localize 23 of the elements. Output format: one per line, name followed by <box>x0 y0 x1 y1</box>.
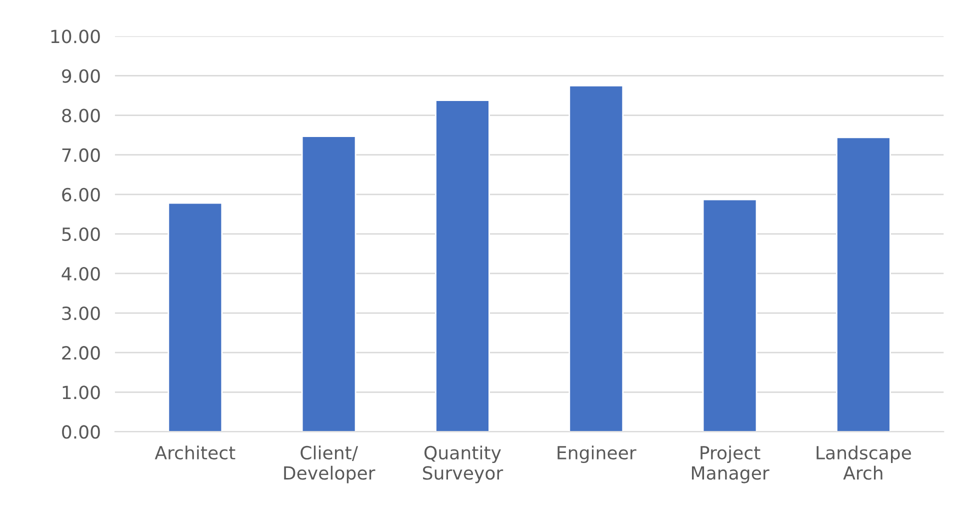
y-tick-label: 0.00 <box>62 425 100 439</box>
y-tick-label: 4.00 <box>62 266 100 281</box>
bar <box>301 136 356 432</box>
bar <box>836 136 891 432</box>
y-tick-label: 2.00 <box>62 346 100 360</box>
x-tick-label: Client/ Developer <box>284 446 376 484</box>
x-tick-label: Landscape Arch <box>816 446 911 480</box>
y-tick-label: 9.00 <box>62 69 100 83</box>
y-tick-label: 6.00 <box>62 188 100 202</box>
bar <box>702 198 758 432</box>
x-tick-label: Quantity Surveyor <box>423 446 504 484</box>
x-tick-label: Project Manager <box>692 446 770 484</box>
bar <box>568 84 624 432</box>
y-tick-label: 8.00 <box>62 108 100 122</box>
y-tick-label: 5.00 <box>62 227 100 242</box>
x-tick-label: Engineer <box>558 446 636 464</box>
y-tick-label: 7.00 <box>62 148 100 162</box>
y-tick-label: 10.00 <box>51 30 100 44</box>
bar <box>435 100 490 432</box>
x-tick-label: Architect <box>154 446 236 460</box>
bar <box>168 202 223 432</box>
y-tick-label: 3.00 <box>62 306 100 320</box>
y-tick-label: 1.00 <box>62 386 100 400</box>
